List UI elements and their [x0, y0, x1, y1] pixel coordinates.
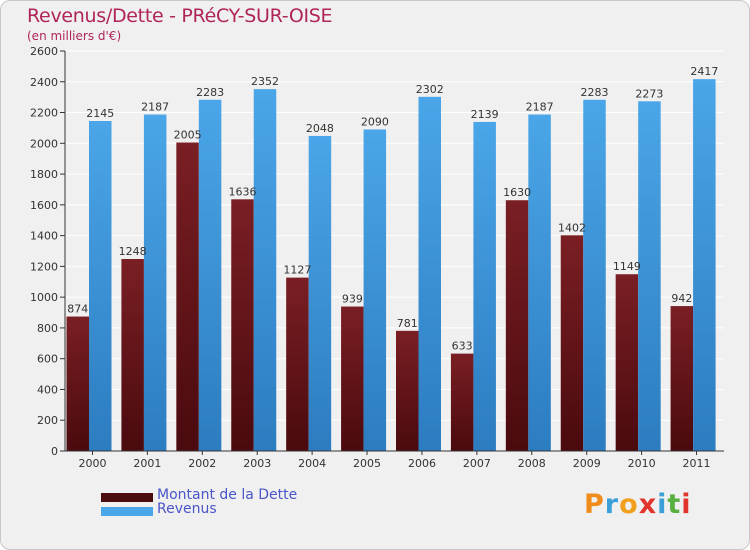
bar-dette: [121, 259, 144, 451]
x-tick-label: 2001: [133, 457, 161, 470]
x-tick-label: 2010: [628, 457, 656, 470]
logo-letter: x: [638, 489, 658, 520]
y-tick-label: 1000: [30, 291, 58, 304]
y-tick-label: 1200: [30, 260, 58, 273]
bar-revenus: [198, 99, 222, 452]
data-label-revenus: 2187: [141, 101, 169, 114]
data-label-revenus: 2302: [416, 83, 444, 96]
chart-title: Revenus/Dette - PRéCY-SUR-OISE: [27, 5, 333, 27]
bar-revenus: [583, 99, 606, 452]
bar-dette: [505, 200, 529, 451]
logo-letter: t: [667, 489, 682, 520]
data-label-dette: 1149: [613, 260, 641, 273]
bar-revenus: [308, 135, 332, 451]
bar-dette: [670, 306, 694, 451]
data-label-revenus: 2090: [361, 115, 389, 128]
y-tick-label: 2000: [30, 137, 58, 150]
legend-label-dette: Montant de la Dette: [157, 487, 298, 503]
y-tick-label: 1400: [30, 230, 58, 243]
legend-swatch-dette: [101, 493, 153, 502]
logo-letter: r: [604, 489, 620, 520]
chart-subtitle: (en milliers d'€): [27, 29, 122, 43]
bar-revenus: [693, 79, 716, 452]
x-tick-label: 2007: [463, 457, 491, 470]
data-label-revenus: 2145: [86, 107, 114, 120]
x-tick-label: 2003: [243, 457, 271, 470]
bar-dette: [396, 330, 419, 451]
y-tick-label: 200: [37, 414, 58, 427]
data-label-dette: 633: [452, 340, 473, 353]
data-label-dette: 1248: [119, 245, 147, 258]
data-label-revenus: 2139: [471, 108, 499, 121]
bar-dette: [66, 316, 89, 451]
bar-dette: [560, 235, 584, 451]
bar-dette: [286, 277, 309, 451]
data-label-dette: 939: [342, 293, 363, 306]
bar-revenus: [528, 114, 551, 452]
data-label-dette: 2005: [174, 129, 202, 142]
x-tick-label: 2000: [78, 457, 106, 470]
bar-dette: [615, 274, 639, 451]
y-tick-label: 2200: [30, 107, 58, 120]
data-label-revenus: 2417: [690, 65, 718, 78]
data-label-dette: 874: [67, 303, 88, 316]
plot-area: [65, 51, 724, 451]
x-tick-label: 2005: [353, 457, 381, 470]
y-tick-label: 2400: [30, 76, 58, 89]
data-label-dette: 942: [671, 292, 692, 305]
data-label-dette: 781: [397, 317, 418, 330]
y-tick-label: 0: [51, 445, 58, 458]
x-tick-label: 2006: [408, 457, 436, 470]
data-label-revenus: 2283: [196, 86, 224, 99]
data-label-revenus: 2048: [306, 122, 334, 135]
logo-letter: i: [681, 489, 692, 520]
legend-swatch-revenus: [101, 507, 153, 516]
data-label-revenus: 2352: [251, 75, 279, 88]
bar-revenus: [638, 101, 661, 452]
y-tick-label: 800: [37, 322, 58, 335]
bar-dette: [450, 353, 474, 451]
bar-revenus: [363, 129, 387, 451]
legend-label-revenus: Revenus: [157, 501, 217, 517]
logo-letter: P: [584, 489, 605, 520]
bar-revenus: [253, 89, 277, 452]
bar-revenus: [143, 114, 167, 452]
data-label-revenus: 2187: [526, 101, 554, 114]
bar-revenus: [473, 121, 496, 451]
y-tick-label: 400: [37, 383, 58, 396]
x-tick-label: 2011: [683, 457, 711, 470]
data-label-dette: 1402: [558, 221, 586, 234]
bar-revenus: [89, 121, 112, 451]
bar-dette: [231, 199, 254, 451]
logo-letter: o: [619, 489, 639, 520]
x-tick-label: 2004: [298, 457, 326, 470]
bar-revenus: [418, 96, 441, 451]
x-tick-label: 2008: [518, 457, 546, 470]
data-label-dette: 1630: [503, 186, 531, 199]
y-tick-label: 1800: [30, 168, 58, 181]
bar-dette: [341, 306, 364, 451]
data-label-revenus: 2273: [635, 87, 663, 100]
logo-letter: i: [657, 489, 668, 520]
y-tick-label: 2600: [30, 45, 58, 58]
data-label-dette: 1636: [229, 185, 257, 198]
data-label-revenus: 2283: [581, 86, 609, 99]
proxiti-logo: Proxiti: [584, 489, 692, 520]
y-tick-label: 600: [37, 353, 58, 366]
bar-dette: [176, 142, 199, 452]
y-tick-label: 1600: [30, 199, 58, 212]
x-tick-label: 2009: [573, 457, 601, 470]
data-label-dette: 1127: [283, 264, 311, 277]
x-tick-label: 2002: [188, 457, 216, 470]
